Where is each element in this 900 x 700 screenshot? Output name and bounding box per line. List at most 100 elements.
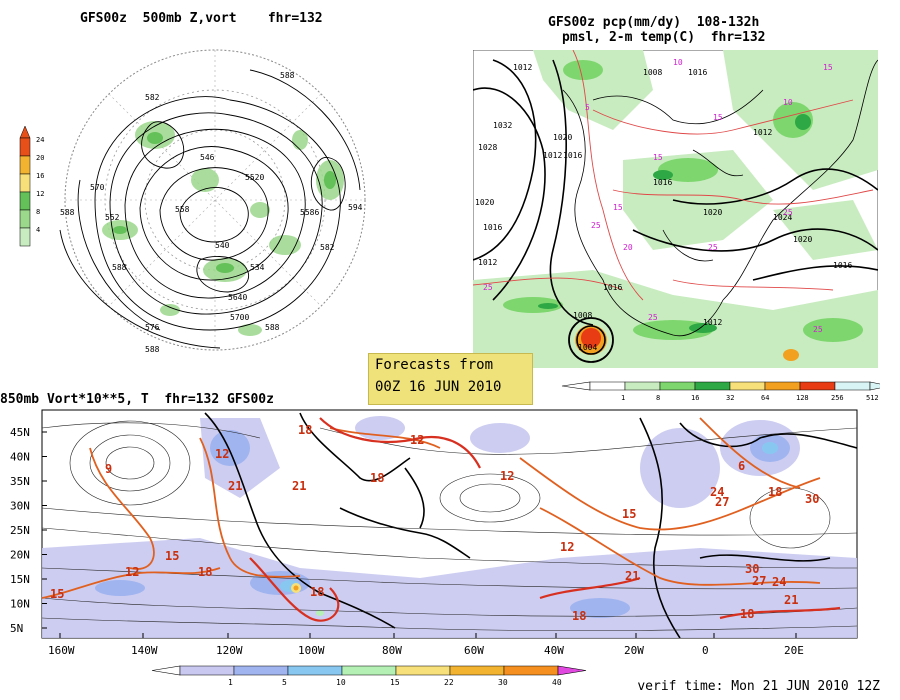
colorbar-swatch — [19, 173, 31, 193]
svg-text:25: 25 — [648, 313, 658, 322]
panel-850mb-title: 850mb Vort*10**5, T fhr=132 GFS00z — [0, 392, 274, 407]
colorbar-label: 16 — [36, 172, 44, 180]
svg-text:1020: 1020 — [553, 133, 572, 142]
colorbar-label: 12 — [36, 190, 44, 198]
svg-text:1012: 1012 — [543, 151, 562, 160]
svg-text:10: 10 — [673, 58, 683, 67]
svg-text:594: 594 — [348, 203, 363, 212]
svg-text:582: 582 — [145, 93, 160, 102]
svg-text:588: 588 — [112, 263, 127, 272]
panel-pcp-title-line2: pmsl, 2-m temp(C) fhr=132 — [562, 30, 766, 45]
svg-text:5: 5 — [585, 103, 590, 112]
svg-text:12: 12 — [410, 433, 424, 447]
colorbar-arrow — [869, 381, 880, 391]
svg-text:552: 552 — [105, 213, 120, 222]
svg-text:588: 588 — [265, 323, 280, 332]
svg-text:1016: 1016 — [833, 261, 852, 270]
lat-label: 5N — [10, 622, 23, 635]
svg-text:1008: 1008 — [643, 68, 662, 77]
svg-text:18: 18 — [740, 607, 754, 621]
svg-text:30: 30 — [745, 562, 759, 576]
colorbar-label: 24 — [36, 136, 44, 144]
colorbar-swatch — [19, 155, 31, 175]
svg-text:21: 21 — [625, 569, 639, 583]
svg-text:18: 18 — [298, 423, 312, 437]
svg-text:25: 25 — [591, 221, 601, 230]
colorbar-swatch — [19, 191, 31, 211]
colorbar-label: 8 — [36, 208, 40, 216]
lat-label: 10N — [10, 598, 30, 611]
colorbar-swatch — [729, 381, 766, 391]
colorbar-swatch — [19, 137, 31, 157]
svg-text:588: 588 — [60, 208, 75, 217]
svg-text:21: 21 — [228, 479, 242, 493]
colorbar-swatch — [589, 381, 626, 391]
panel-500mb-title: GFS00z 500mb Z,vort fhr=132 — [80, 11, 323, 26]
colorbar-swatch — [19, 227, 31, 247]
colorbar-swatch — [624, 381, 661, 391]
svg-text:1016: 1016 — [688, 68, 707, 77]
colorbar-swatch — [19, 209, 31, 229]
colorbar-swatch — [287, 665, 343, 676]
svg-text:18: 18 — [370, 471, 384, 485]
colorbar-swatch — [764, 381, 801, 391]
lon-label: 160W — [48, 644, 75, 657]
colorbar-swatch — [233, 665, 289, 676]
forecast-stamp-line1: Forecasts from — [375, 357, 494, 373]
svg-text:534: 534 — [250, 263, 265, 272]
svg-text:1008: 1008 — [573, 311, 592, 320]
lon-label: 80W — [382, 644, 402, 657]
svg-text:20: 20 — [623, 243, 633, 252]
svg-text:30: 30 — [805, 492, 819, 506]
svg-text:21: 21 — [784, 593, 798, 607]
lat-label: 40N — [10, 451, 30, 464]
colorbar-swatch — [799, 381, 836, 391]
svg-text:12: 12 — [215, 447, 229, 461]
svg-text:15: 15 — [50, 587, 64, 601]
svg-text:25: 25 — [813, 325, 823, 334]
svg-text:546: 546 — [200, 153, 215, 162]
svg-text:1012: 1012 — [753, 128, 772, 137]
lon-label: 20E — [784, 644, 804, 657]
svg-text:570: 570 — [90, 183, 105, 192]
colorbar-label: 5 — [282, 678, 287, 687]
colorbar-swatch — [694, 381, 731, 391]
svg-text:540: 540 — [215, 241, 230, 250]
svg-text:18: 18 — [572, 609, 586, 623]
colorbar-label: 256 — [831, 394, 844, 402]
colorbar-swatch — [503, 665, 559, 676]
colorbar-label: 10 — [336, 678, 346, 687]
svg-text:25: 25 — [483, 283, 493, 292]
svg-text:1032: 1032 — [493, 121, 512, 130]
svg-text:588: 588 — [145, 345, 160, 354]
svg-text:12: 12 — [500, 469, 514, 483]
lon-label: 60W — [464, 644, 484, 657]
svg-text:6: 6 — [738, 459, 745, 473]
svg-text:24: 24 — [772, 575, 786, 589]
colorbar-swatch — [834, 381, 871, 391]
svg-text:576: 576 — [145, 323, 160, 332]
svg-text:15: 15 — [713, 113, 723, 122]
colorbar-label: 4 — [36, 226, 40, 234]
colorbar-label: 8 — [656, 394, 660, 402]
svg-text:12: 12 — [125, 565, 139, 579]
svg-text:1016: 1016 — [603, 283, 622, 292]
colorbar-label: 1 — [621, 394, 625, 402]
svg-text:1024: 1024 — [773, 213, 792, 222]
lon-label: 20W — [624, 644, 644, 657]
svg-text:15: 15 — [653, 153, 663, 162]
colorbar-swatch — [659, 381, 696, 391]
svg-text:5640: 5640 — [228, 293, 247, 302]
verif-time: verif time: Mon 21 JUN 2010 12Z — [637, 679, 880, 694]
svg-text:1020: 1020 — [475, 198, 494, 207]
svg-text:15: 15 — [823, 63, 833, 72]
svg-text:9: 9 — [105, 462, 112, 476]
panel-pcp-colorbar: 1 8 16 32 64 128 256 512 — [561, 381, 880, 402]
svg-text:5586: 5586 — [300, 208, 319, 217]
svg-text:5700: 5700 — [230, 313, 249, 322]
svg-text:1028: 1028 — [478, 143, 497, 152]
colorbar-arrow — [151, 665, 181, 676]
svg-text:588: 588 — [280, 71, 295, 80]
colorbar-label: 16 — [691, 394, 699, 402]
